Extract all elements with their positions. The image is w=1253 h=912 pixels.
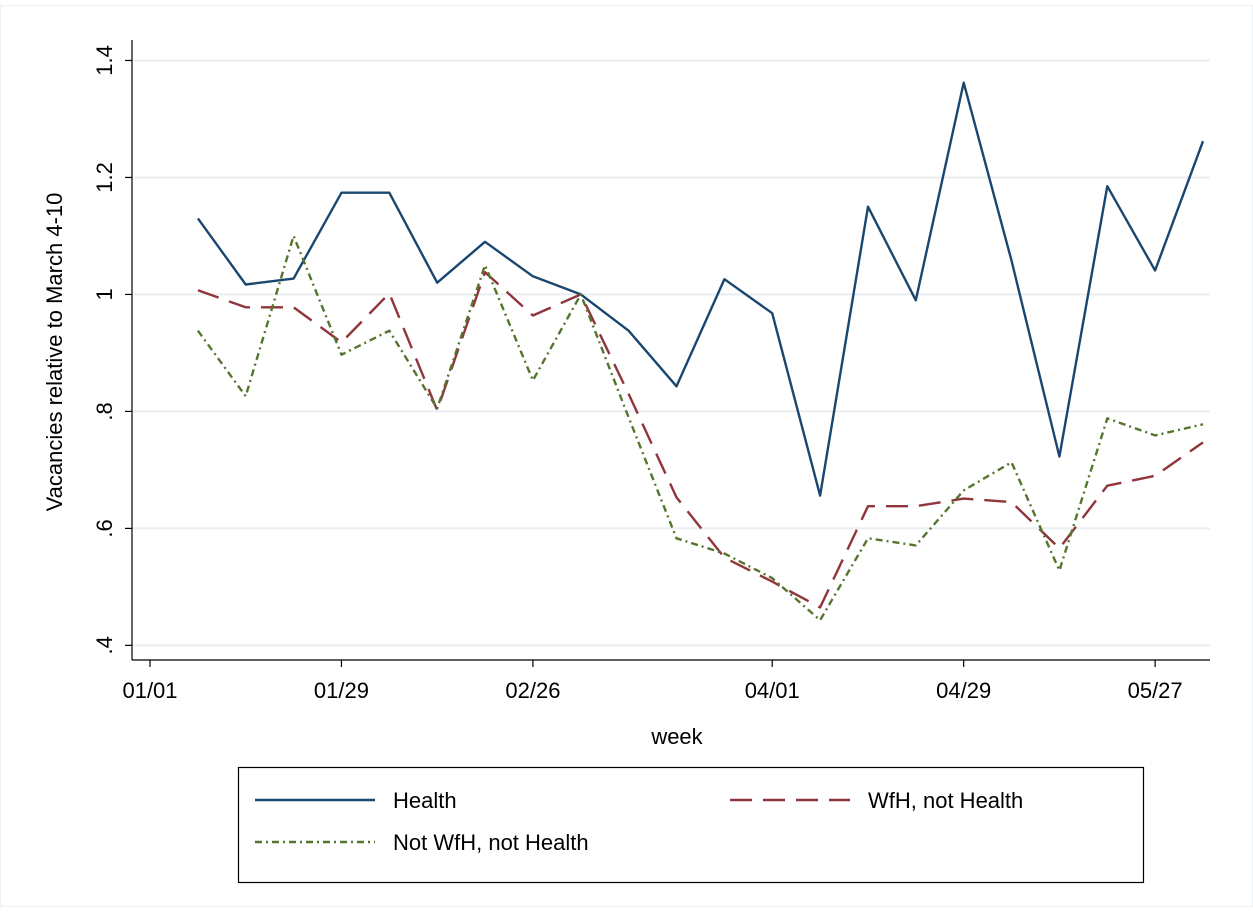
y-tick-label: 1.4 bbox=[92, 45, 117, 76]
x-tick-label: 02/26 bbox=[505, 678, 560, 703]
x-axis-title: week bbox=[650, 724, 703, 749]
legend: Health WfH, not Health Not WfH, not Health bbox=[255, 788, 1023, 855]
grid bbox=[132, 59, 1210, 647]
x-tick-label: 01/29 bbox=[314, 678, 369, 703]
y-axis-title: Vacancies relative to March 4-10 bbox=[42, 193, 67, 512]
legend-box bbox=[237, 766, 1145, 884]
y-tick-label: 1.2 bbox=[92, 162, 117, 193]
y-tick-label: .4 bbox=[92, 636, 117, 654]
legend-label: WfH, not Health bbox=[868, 788, 1023, 813]
y-tick-label: .8 bbox=[92, 402, 117, 420]
y-tick-label: .6 bbox=[92, 519, 117, 537]
y-tick-label: 1 bbox=[92, 288, 117, 300]
plot-lines bbox=[196, 81, 1205, 622]
series-line bbox=[196, 81, 1205, 497]
legend-label: Not WfH, not Health bbox=[393, 830, 589, 855]
x-tick-label: 04/29 bbox=[936, 678, 991, 703]
x-tick-label: 05/27 bbox=[1128, 678, 1183, 703]
axes: .4 .6 .8 1 1.2 1.4 01/01 01/29 02/26 04/01 04/29 05… bbox=[92, 45, 1183, 703]
chart-frame bbox=[0, 5, 1253, 907]
x-tick-label: 04/01 bbox=[745, 678, 800, 703]
series-line bbox=[196, 234, 1204, 622]
legend-label: Health bbox=[393, 788, 457, 813]
series-line bbox=[197, 271, 1204, 609]
x-tick-label: 01/01 bbox=[122, 678, 177, 703]
